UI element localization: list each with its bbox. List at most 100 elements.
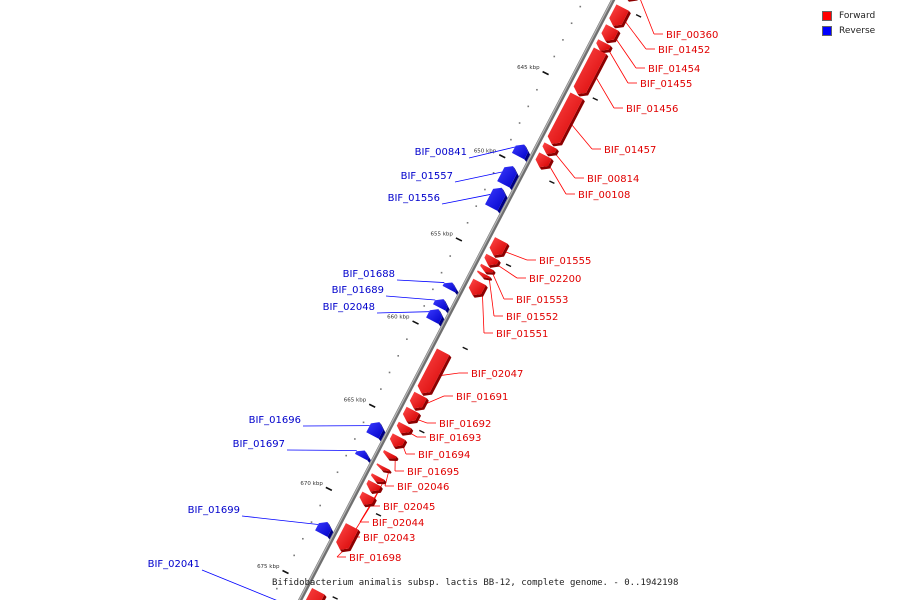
legend-forward: Forward (822, 8, 892, 23)
gene-body[interactable] (366, 422, 384, 439)
gene-shadow (378, 422, 386, 442)
gene-body[interactable] (298, 588, 325, 600)
gene-body[interactable] (370, 473, 385, 482)
gene-body[interactable] (442, 282, 457, 293)
gene-body[interactable] (315, 521, 332, 537)
gene-body[interactable] (485, 187, 506, 211)
gene-arrow-bif_01696[interactable] (366, 422, 386, 442)
gene-arrow[interactable] (298, 588, 327, 600)
leader-line (441, 194, 491, 205)
gene-arrow-bif_02200[interactable] (484, 253, 501, 268)
gene-arrow-bif_01695[interactable] (383, 449, 399, 461)
minor-tick (423, 305, 426, 307)
gene-arrow-bif_01452[interactable] (609, 4, 631, 29)
gene-body[interactable] (402, 406, 420, 422)
minor-tick (579, 5, 582, 8)
gene-arrow-bif_02047[interactable] (417, 348, 452, 396)
reverse-swatch (822, 25, 832, 36)
gene-body[interactable] (426, 309, 443, 324)
gene-body[interactable] (601, 24, 619, 41)
gene-body[interactable] (511, 144, 529, 160)
gene-body[interactable] (376, 463, 390, 472)
minor-tick (319, 504, 321, 507)
gene-arrow-bif_00841[interactable] (511, 144, 531, 162)
leader-line (640, 0, 655, 35)
gene-arrow-bif_01555[interactable] (489, 237, 510, 258)
leader-line (594, 75, 615, 109)
gene-body[interactable] (497, 166, 517, 188)
minor-tick (518, 122, 521, 124)
gene-body[interactable] (535, 152, 552, 168)
gene-arrow-bif_02046[interactable] (376, 463, 392, 474)
gene-arrow-bif_01692[interactable] (402, 406, 422, 425)
gene-body[interactable] (389, 433, 406, 447)
leader-line (614, 37, 637, 69)
gene-arrow-bif_01551[interactable] (468, 278, 488, 298)
legend-reverse-label: Reverse (839, 25, 876, 36)
gene-arrow-bif_01552[interactable] (477, 270, 493, 281)
gene-arrow-bif_01456[interactable] (573, 47, 609, 97)
gene-body[interactable] (480, 263, 494, 273)
gene-body[interactable] (359, 491, 375, 505)
major-tick (498, 154, 506, 159)
major-tick (455, 237, 463, 242)
gene-body[interactable] (573, 47, 607, 95)
gene-arrow-bif_01553[interactable] (480, 263, 496, 275)
minor-tick (336, 471, 339, 474)
gene-arrow-bif_00814[interactable] (542, 142, 559, 157)
gene-arrow-bif_01698[interactable] (336, 523, 361, 553)
gene-arrow-bif_01454[interactable] (601, 24, 621, 44)
gene-body[interactable] (409, 391, 427, 409)
gene-arrow-bif_01688[interactable] (442, 282, 459, 295)
gene-body[interactable] (468, 278, 486, 296)
legend-reverse: Reverse (822, 23, 892, 38)
gene-arrow-bif_02048[interactable] (426, 309, 445, 327)
gene-arrow-bif_02043[interactable] (359, 491, 377, 508)
gene-arrow-bif_01699[interactable] (315, 521, 334, 540)
gene-arrow-bif_01697[interactable] (354, 450, 371, 463)
gene-arrow-bif_01693[interactable] (396, 421, 414, 436)
gene-features[interactable] (276, 0, 645, 600)
gene-body[interactable] (396, 421, 412, 434)
gene-arrow-bif_01457[interactable] (547, 92, 585, 147)
gene-body[interactable] (366, 479, 381, 492)
gene-arrow-bif_02044[interactable] (366, 479, 383, 494)
minor-tick (536, 88, 538, 91)
gene-body[interactable] (417, 348, 450, 394)
gene-body[interactable] (609, 4, 629, 26)
gene-body[interactable] (433, 299, 448, 311)
gene-body[interactable] (596, 39, 611, 51)
gene-label: BIF_02200 (529, 274, 581, 285)
gene-arrow-bif_00360[interactable] (623, 0, 645, 2)
gene-arrow-bif_01689[interactable] (433, 299, 450, 314)
gene-arrow-bif_01557[interactable] (497, 166, 519, 191)
gene-arrow-bif_00108[interactable] (535, 152, 554, 170)
major-tick (462, 346, 469, 351)
gene-body[interactable] (336, 523, 359, 550)
gene-label: BIF_01455 (640, 79, 692, 90)
gene-body[interactable] (489, 237, 508, 256)
leader-line (554, 152, 576, 179)
gene-body[interactable] (484, 253, 499, 266)
gene-arrow-bif_01694[interactable] (389, 433, 408, 450)
gene-label: BIF_01553 (516, 295, 568, 306)
gene-label: BIF_01555 (539, 256, 591, 267)
gene-body[interactable] (547, 92, 583, 144)
minor-tick (302, 537, 304, 540)
major-tick (592, 97, 599, 101)
gene-label: BIF_01452 (658, 45, 710, 56)
gene-body[interactable] (354, 450, 369, 461)
gene-body[interactable] (383, 449, 397, 459)
leader-line (454, 171, 503, 183)
gene-arrow-bif_01455[interactable] (596, 39, 613, 54)
gene-shadow (509, 166, 519, 191)
gene-shadow (443, 299, 450, 314)
gene-arrow-bif_01556[interactable] (485, 187, 508, 214)
gene-arrow-bif_01691[interactable] (409, 391, 429, 411)
gene-body[interactable] (477, 270, 491, 279)
gene-arrow-bif_02045[interactable] (370, 473, 387, 485)
gene-body[interactable] (542, 142, 557, 154)
minor-tick (406, 338, 408, 341)
